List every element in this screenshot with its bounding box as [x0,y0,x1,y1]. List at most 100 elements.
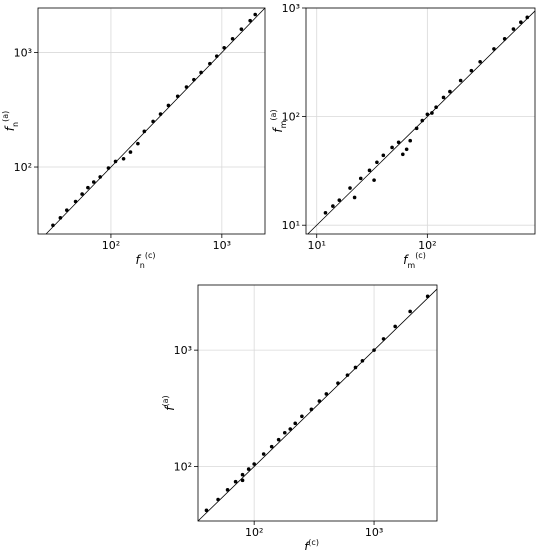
x-axis-label-sup: (c) [308,538,319,547]
point [393,324,397,329]
point [317,399,322,403]
point [208,61,212,66]
point [288,427,293,431]
point [240,478,245,483]
y-tick-label: 10³ [174,344,192,357]
x-axis-label-base: f [136,253,142,267]
x-tick-label: 10² [102,239,120,252]
y-tick-label: 10¹ [282,219,300,232]
point [448,89,452,94]
point [492,47,496,51]
point [360,358,365,363]
x-axis-label: fm(c) [403,251,426,270]
axes-frame [197,284,438,522]
y-tick-label: 10³ [14,47,32,60]
x-axis-label-sub: n [140,261,145,270]
x-tick-label: 10² [418,239,436,252]
x-axis-label-base: f [304,540,310,550]
point [324,392,329,396]
point [136,141,140,146]
point [98,175,102,179]
axes-frame [305,7,536,235]
point [86,185,90,190]
point [404,147,409,152]
point [372,348,376,352]
point [276,437,281,442]
y-axis-label: fn(a) [1,111,20,131]
reference-line [45,7,266,235]
point [151,119,155,124]
point [345,373,350,377]
point [309,407,314,412]
point [216,497,220,502]
x-tick-label: 10² [245,526,263,539]
point [184,85,189,89]
point [352,195,357,200]
point [331,204,335,208]
y-axis-label-sup: (a) [161,395,170,406]
y-tick-label: 10² [14,161,32,174]
point [233,479,238,484]
axes-frame [37,7,266,235]
point [425,294,430,299]
point [51,223,55,228]
point [525,15,530,20]
point [381,337,386,341]
point [166,103,171,108]
point [511,27,516,31]
point [293,421,298,426]
reference-line [307,10,536,235]
point [246,467,251,471]
point [175,94,180,99]
y-axis-label-sub: n [11,122,20,127]
point [408,138,413,143]
point [396,140,401,145]
point [401,152,405,157]
point [204,508,209,513]
y-axis-label: fm(a) [269,109,288,132]
point [269,444,274,449]
x-tick-label: 10³ [365,526,383,539]
y-axis-label-sup: (a) [269,109,278,120]
y-axis-label-base: f [271,127,285,133]
point [142,129,147,134]
x-axis-label-sup: (c) [415,251,426,260]
point [106,166,111,170]
point [128,150,133,154]
y-axis-label-base: f [3,125,17,131]
point [225,488,230,492]
y-axis-label: f(a) [161,395,177,410]
point [372,178,376,182]
point [282,430,287,435]
y-tick-label: 10² [174,460,192,473]
point [192,77,196,82]
point [478,59,482,64]
x-axis-label-sub: m [407,261,415,270]
point [323,211,328,215]
x-axis-label: f(c) [304,538,319,550]
point [375,160,379,165]
point [348,186,352,190]
point [458,78,463,83]
point [367,168,372,173]
point [261,452,266,456]
point [390,145,394,150]
point [430,111,434,115]
y-axis-label-sub: m [279,120,288,128]
point [336,381,340,385]
point [199,70,203,75]
point [519,20,523,25]
point [58,216,63,220]
y-axis-label-base: f [163,405,177,411]
x-tick-label: 10¹ [308,239,326,252]
point [73,199,78,204]
point [358,176,363,181]
point [91,180,96,184]
point [425,112,430,117]
point [80,192,84,196]
point [240,472,245,477]
point [300,414,304,419]
point [469,68,474,73]
reference-line [197,288,438,522]
